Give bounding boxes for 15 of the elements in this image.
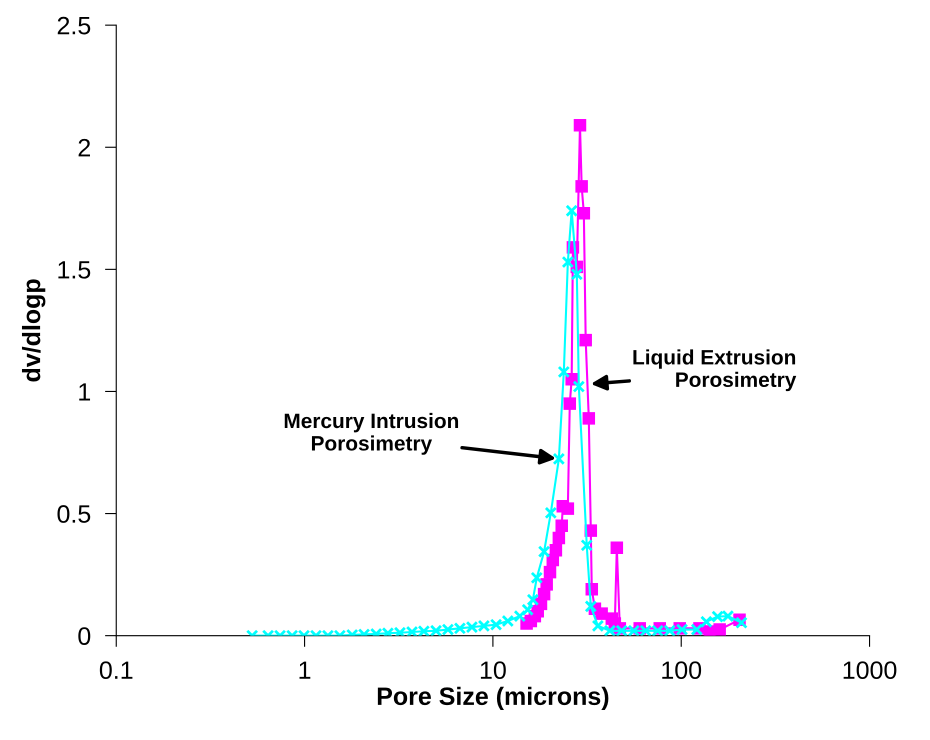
y-axis-title: dv/dlogp [22, 279, 46, 382]
x-tick-label: 1000 [844, 661, 896, 680]
x-tick-label: 1 [300, 662, 310, 679]
y-tick-label: 2 [78, 138, 90, 156]
y-tick-label: 1 [79, 383, 90, 401]
annotation: Liquid Extrusion Porosimetry [633, 349, 796, 392]
y-tick-label: 2.5 [58, 16, 90, 34]
x-tick-label: 10 [480, 661, 506, 680]
x-axis-title: Pore Size (microns) [378, 686, 608, 710]
y-tick-label: 0 [78, 627, 90, 645]
x-tick-label: 100 [662, 661, 702, 680]
x-tick-label: 0.1 [100, 661, 132, 680]
y-tick-label: 1.5 [58, 261, 90, 279]
y-tick-label: 0.5 [57, 505, 90, 523]
annotation: Mercury Intrusion Porosimetry [284, 412, 458, 455]
